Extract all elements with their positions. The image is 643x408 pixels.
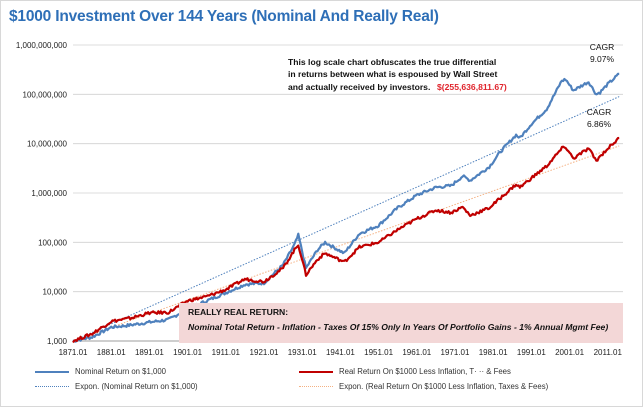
description-line-2: in returns between what is espoused by W… [288, 69, 497, 79]
trend-line-1 [72, 145, 620, 342]
cagr-real-value: 6.86% [587, 119, 612, 129]
x-tick-label: 1931.01 [288, 348, 317, 357]
y-tick-label: 10,000 [43, 288, 68, 297]
x-tick-label: 1951.01 [364, 348, 393, 357]
x-tick-label: 1961.01 [402, 348, 431, 357]
legend-label-nominal-trend: Expon. (Nominal Return on $1,000) [75, 382, 198, 391]
x-tick-label: 1901.01 [173, 348, 202, 357]
legend-swatch-nominal-trend [35, 386, 69, 388]
legend: Nominal Return on $1,000 Real Return On … [1, 364, 643, 404]
description-line-1: This log scale chart obfuscates the true… [288, 57, 496, 67]
chart-title: $1000 Investment Over 144 Years (Nominal… [9, 8, 439, 25]
legend-swatch-real [299, 370, 333, 373]
x-tick-label: 1981.01 [479, 348, 508, 357]
x-tick-label: 1891.01 [135, 348, 164, 357]
x-tick-label: 1881.01 [97, 348, 126, 357]
description-line-3: and actually received by investors. [288, 82, 430, 92]
legend-swatch-real-trend [299, 386, 333, 388]
x-tick-label: 1941.01 [326, 348, 355, 357]
legend-item-nominal: Nominal Return on $1,000 [35, 367, 166, 376]
note-heading: REALLY REAL RETURN: [188, 307, 289, 317]
x-tick-label: 1991.01 [517, 348, 546, 357]
series-line-0 [72, 72, 620, 343]
cagr-real-label: CAGR [587, 107, 612, 117]
cagr-nominal-label: CAGR [590, 42, 615, 52]
y-tick-label: 100,000 [38, 238, 67, 247]
y-tick-label: 100,000,000 [23, 90, 68, 99]
trend-line-0 [72, 96, 620, 342]
really-real-return-note: REALLY REAL RETURN: Nominal Total Return… [179, 303, 623, 343]
difference-value: $(255,636,811.67) [437, 82, 507, 92]
x-tick-label: 1921.01 [250, 348, 279, 357]
legend-label-real: Real Return On $1000 Less Inflation, T· … [339, 367, 511, 376]
cagr-nominal-value: 9.07% [590, 54, 615, 64]
series-line-1 [72, 136, 620, 344]
legend-swatch-nominal [35, 370, 69, 373]
x-tick-label: 2011.01 [594, 348, 623, 357]
legend-item-nominal-trend: Expon. (Nominal Return on $1,000) [35, 382, 198, 391]
legend-item-real: Real Return On $1000 Less Inflation, T· … [299, 367, 511, 376]
note-text: Nominal Total Return - Inflation - Taxes… [188, 322, 609, 332]
legend-label-real-trend: Expon. (Real Return On $1000 Less Inflat… [339, 382, 549, 391]
y-tick-label: 1,000,000 [31, 189, 67, 198]
x-tick-label: 1911.01 [212, 348, 241, 357]
x-tick-label: 2001.01 [555, 348, 584, 357]
y-tick-label: 1,000,000,000 [16, 41, 68, 50]
x-tick-label: 1871.01 [59, 348, 88, 357]
x-tick-label: 1971.01 [441, 348, 470, 357]
legend-label-nominal: Nominal Return on $1,000 [75, 367, 167, 376]
legend-item-real-trend: Expon. (Real Return On $1000 Less Inflat… [299, 382, 548, 391]
y-tick-label: 1,000 [47, 337, 68, 346]
y-tick-label: 10,000,000 [27, 140, 68, 149]
